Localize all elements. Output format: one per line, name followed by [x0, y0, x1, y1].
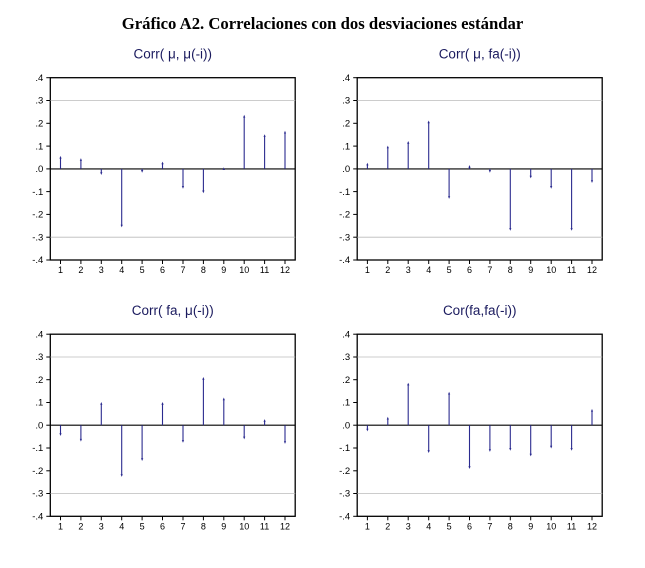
svg-text:.2: .2: [35, 375, 43, 386]
svg-text:9: 9: [221, 265, 226, 275]
svg-text:10: 10: [546, 521, 556, 531]
svg-text:12: 12: [280, 265, 290, 275]
svg-text:-.3: -.3: [32, 232, 43, 243]
svg-text:.3: .3: [35, 352, 43, 363]
svg-text:10: 10: [546, 265, 556, 275]
svg-text:.0: .0: [342, 420, 350, 431]
svg-text:Corr( μ, μ(-i)): Corr( μ, μ(-i)): [134, 47, 213, 62]
svg-text:Corr( fa, μ(-i)): Corr( fa, μ(-i)): [132, 303, 214, 318]
svg-text:.0: .0: [35, 164, 43, 175]
svg-text:Cor(fa,fa(-i)): Cor(fa,fa(-i)): [443, 303, 517, 318]
svg-text:4: 4: [119, 265, 124, 275]
svg-text:11: 11: [567, 265, 576, 275]
svg-text:4: 4: [119, 521, 124, 531]
svg-text:12: 12: [587, 521, 597, 531]
svg-text:.0: .0: [342, 164, 350, 175]
svg-text:.4: .4: [35, 73, 43, 84]
svg-text:11: 11: [260, 521, 269, 531]
svg-text:3: 3: [406, 265, 411, 275]
svg-text:5: 5: [447, 521, 452, 531]
svg-text:-.4: -.4: [339, 512, 350, 523]
svg-text:.2: .2: [342, 119, 350, 130]
svg-text:-.3: -.3: [339, 489, 350, 500]
svg-text:.3: .3: [342, 352, 350, 363]
svg-text:-.4: -.4: [32, 255, 43, 266]
svg-text:5: 5: [140, 265, 145, 275]
svg-text:4: 4: [426, 521, 431, 531]
svg-text:-.3: -.3: [32, 489, 43, 500]
svg-text:-.1: -.1: [339, 187, 350, 198]
svg-text:1: 1: [58, 521, 63, 531]
svg-text:5: 5: [140, 521, 145, 531]
svg-text:-.1: -.1: [339, 443, 350, 454]
svg-text:.1: .1: [35, 398, 43, 409]
svg-text:2: 2: [78, 521, 83, 531]
svg-text:2: 2: [78, 265, 83, 275]
svg-text:7: 7: [487, 521, 492, 531]
svg-text:2: 2: [385, 265, 390, 275]
svg-text:-.4: -.4: [32, 512, 43, 523]
svg-text:-.2: -.2: [32, 466, 43, 477]
svg-text:12: 12: [280, 521, 290, 531]
svg-text:-.1: -.1: [32, 443, 43, 454]
svg-text:6: 6: [467, 265, 472, 275]
svg-text:3: 3: [406, 521, 411, 531]
svg-text:8: 8: [508, 265, 513, 275]
svg-text:4: 4: [426, 265, 431, 275]
svg-text:.2: .2: [342, 375, 350, 386]
svg-text:.0: .0: [35, 420, 43, 431]
svg-text:6: 6: [160, 265, 165, 275]
svg-text:.4: .4: [35, 329, 43, 340]
svg-text:-.2: -.2: [339, 210, 350, 221]
svg-text:9: 9: [528, 521, 533, 531]
svg-text:-.2: -.2: [339, 466, 350, 477]
svg-text:11: 11: [567, 521, 576, 531]
svg-text:.4: .4: [342, 73, 350, 84]
svg-text:.1: .1: [342, 398, 350, 409]
svg-text:1: 1: [365, 265, 370, 275]
svg-text:1: 1: [58, 265, 63, 275]
svg-text:.1: .1: [35, 141, 43, 152]
svg-text:-.1: -.1: [32, 187, 43, 198]
svg-text:12: 12: [587, 265, 597, 275]
svg-text:11: 11: [260, 265, 269, 275]
svg-text:-.2: -.2: [32, 210, 43, 221]
svg-text:-.4: -.4: [339, 255, 350, 266]
svg-text:.3: .3: [35, 96, 43, 107]
svg-text:-.3: -.3: [339, 232, 350, 243]
svg-text:8: 8: [201, 265, 206, 275]
svg-text:6: 6: [160, 521, 165, 531]
svg-text:1: 1: [365, 521, 370, 531]
svg-text:Corr( μ, fa(-i)): Corr( μ, fa(-i)): [439, 47, 521, 62]
svg-text:6: 6: [467, 521, 472, 531]
svg-text:7: 7: [180, 265, 185, 275]
svg-text:7: 7: [487, 265, 492, 275]
svg-text:2: 2: [385, 521, 390, 531]
svg-text:9: 9: [221, 521, 226, 531]
svg-text:.4: .4: [342, 329, 350, 340]
svg-text:5: 5: [447, 265, 452, 275]
svg-text:8: 8: [508, 521, 513, 531]
svg-text:10: 10: [239, 521, 249, 531]
svg-text:.3: .3: [342, 96, 350, 107]
svg-text:3: 3: [99, 521, 104, 531]
svg-text:9: 9: [528, 265, 533, 275]
svg-text:7: 7: [180, 521, 185, 531]
svg-text:.1: .1: [342, 141, 350, 152]
svg-text:.2: .2: [35, 119, 43, 130]
svg-text:8: 8: [201, 521, 206, 531]
svg-text:10: 10: [239, 265, 249, 275]
svg-text:3: 3: [99, 265, 104, 275]
